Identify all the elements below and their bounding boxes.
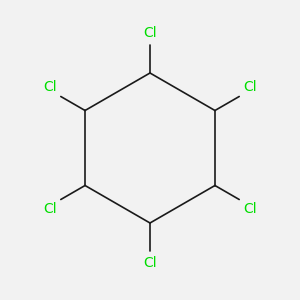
Text: Cl: Cl (244, 80, 257, 94)
Text: Cl: Cl (43, 80, 56, 94)
Text: Cl: Cl (244, 202, 257, 216)
Text: Cl: Cl (143, 26, 157, 40)
Text: Cl: Cl (43, 202, 56, 216)
Text: Cl: Cl (143, 256, 157, 270)
